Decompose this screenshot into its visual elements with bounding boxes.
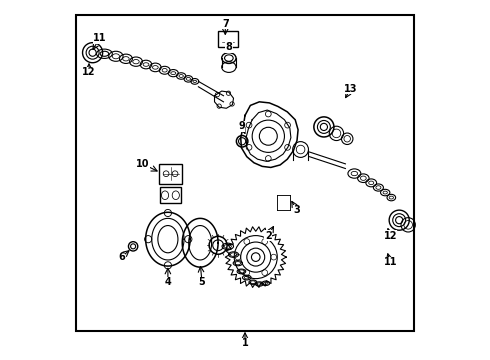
Text: 12: 12 bbox=[82, 67, 96, 77]
Text: 4: 4 bbox=[165, 277, 172, 287]
Text: 5: 5 bbox=[198, 277, 205, 287]
Text: 7: 7 bbox=[222, 19, 229, 29]
Text: 1: 1 bbox=[242, 338, 248, 348]
Text: 11: 11 bbox=[93, 33, 106, 43]
Text: 8: 8 bbox=[225, 42, 232, 52]
Text: 3: 3 bbox=[294, 206, 300, 216]
Text: 13: 13 bbox=[344, 84, 358, 94]
Bar bbox=[76, 15, 414, 330]
Text: 10: 10 bbox=[136, 159, 149, 169]
Text: 11: 11 bbox=[384, 257, 397, 267]
Text: 9: 9 bbox=[238, 121, 245, 131]
Text: 2: 2 bbox=[265, 231, 271, 240]
Bar bbox=[218, 31, 238, 47]
Text: 12: 12 bbox=[384, 231, 397, 240]
Bar bbox=[160, 187, 181, 203]
Text: 6: 6 bbox=[118, 252, 124, 262]
Bar bbox=[159, 164, 182, 184]
